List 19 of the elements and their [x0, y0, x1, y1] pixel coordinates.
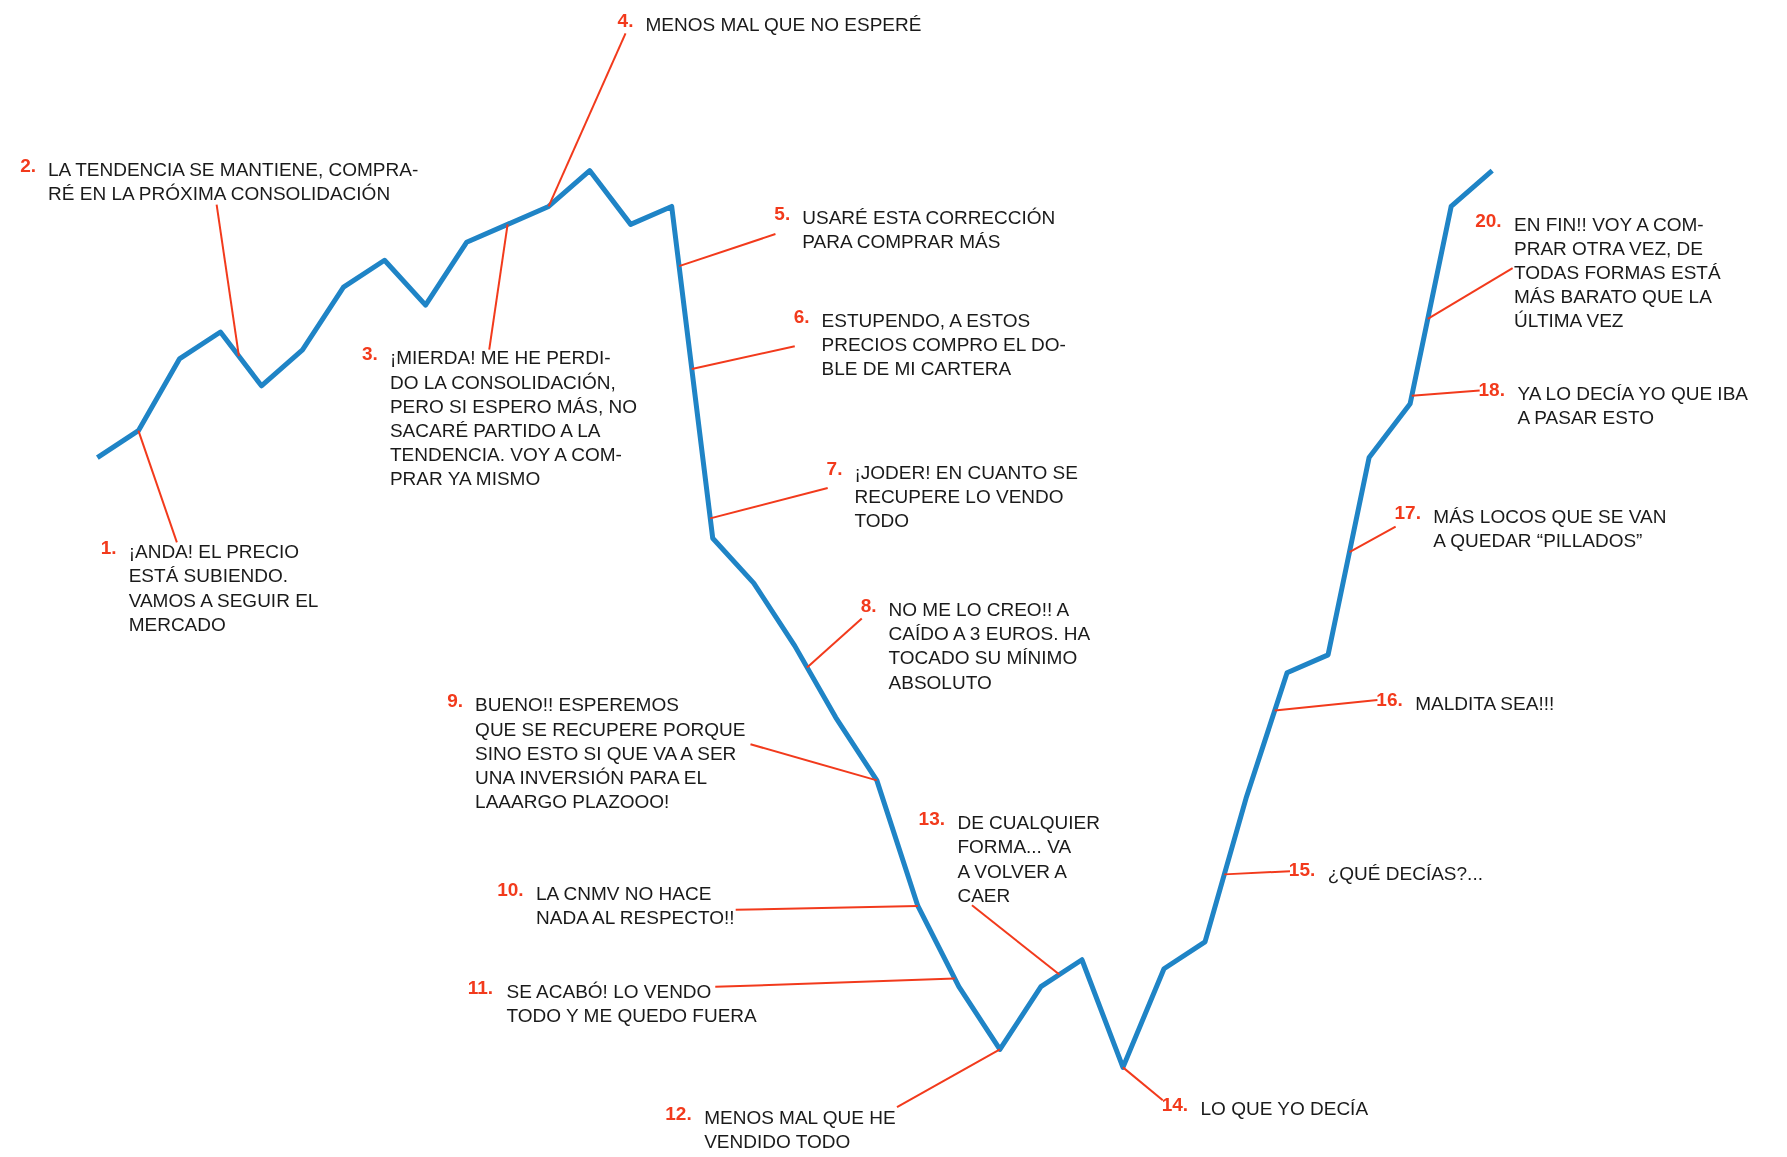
text: 14. LO QUE YO DECÍA	[1161, 1093, 1369, 1119]
annotation: 13. DE CUALQUIER FORMA... VA A VOLVER A CAER	[918, 808, 1100, 906]
annotation: 8. NO ME LO CREO!! A CAÍDO A 3 EUROS. HA TOCADO SU MÍNIMO ABSOLUTO	[860, 595, 1091, 693]
annotation: 7. ¡JODER! EN CUANTO SE RECUPERE LO VENDO TODO	[826, 457, 1078, 532]
annotation: 11. SE ACABÓ! LO VENDO TODO Y ME QUEDO FUERA	[467, 977, 758, 1027]
annotation: 5. USARÉ ESTA CORRECCIÓN PARA COMPRAR MÁS	[774, 202, 1056, 252]
text: 12. MENOS MAL QUE HE VENDIDO TODO	[665, 1103, 896, 1153]
annotation: 6. ESTUPENDO, A ESTOS PRECIOS COMPRO EL DO- BLE DE MI CARTERA	[793, 306, 1066, 380]
annotation: 15. ¿QUÉ DECÍAS?...	[1288, 859, 1483, 885]
text: 4. MENOS MAL QUE NO ESPERÉ	[617, 10, 922, 36]
annotation: 18. YA LO DECÍA YO QUE IBA A PASAR ESTO	[1478, 378, 1749, 428]
annotation: 1. ¡ANDA! EL PRECIO ESTÁ SUBIENDO. VAMOS A SEGUIR EL MERCADO	[100, 537, 319, 635]
annotation: 2. LA TENDENCIA SE MANTIENE, COMPRA- RÉ EN LA PRÓXIMA CONSOLIDACIÓN	[20, 155, 419, 205]
annotation: 20. EN FIN!! VOY A COM- PRAR OTRA VEZ, DE TODAS FORMAS ESTÁ MÁS BARATO QUE LA ÚLTIMA VEZ	[1475, 209, 1721, 332]
annotation: 9. BUENO!! ESPEREMOS QUE SE RECUPERE PORQUE SINO ESTO SI QUE VA A SER UNA INVERSIÓN PARA EL LAAARGO PLAZOOO!	[447, 690, 746, 812]
annotation: 16. MALDITA SEA!!!	[1376, 689, 1555, 715]
annotation: 17. MÁS LOCOS QUE SE VAN A QUEDAR “PILLADOS”	[1394, 502, 1667, 552]
annotation: 3. ¡MIERDA! ME HE PERDI- DO LA CONSOLIDACIÓN, PERO SI ESPERO MÁS, NO SACARÉ PARTIDO A LA TENDENCIA. VOY A COM- PRAR YA MISMO	[362, 343, 637, 490]
annotation: 10. LA CNMV NO HACE NADA AL RESPECTO!!	[497, 878, 735, 928]
